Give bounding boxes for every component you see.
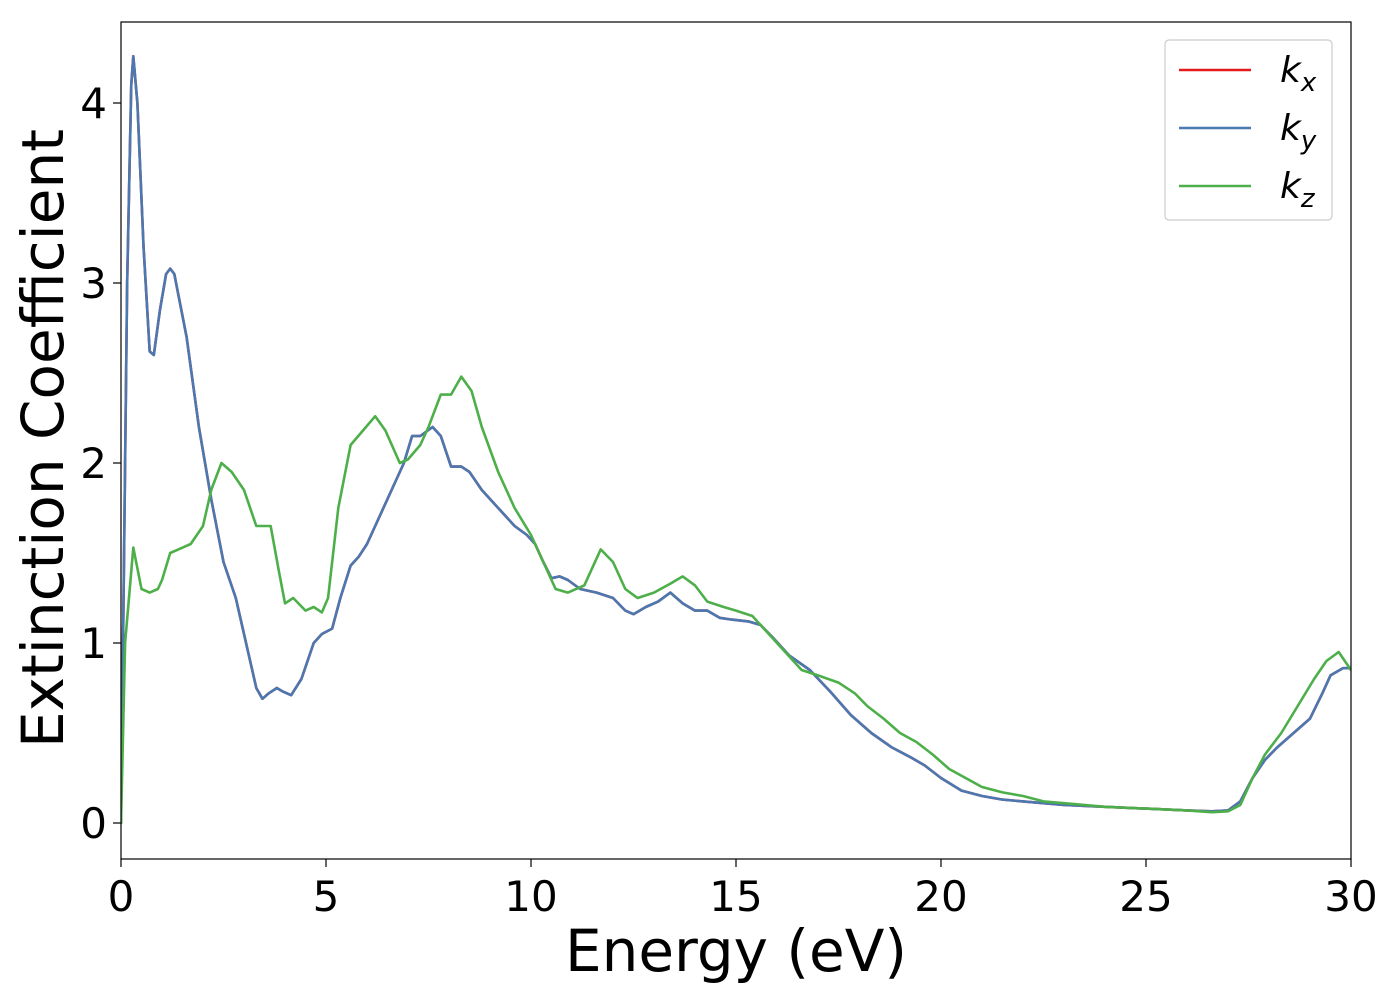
x-tick-label: 15 [709,872,762,921]
legend: kx ky kz [1164,39,1333,221]
x-axis: 0 5 10 15 20 25 30 [108,859,1378,921]
x-tick-label: 10 [504,872,557,921]
x-tick-label: 30 [1324,872,1377,921]
y-axis-title: Extinction Coefficient [9,129,77,748]
x-tick-label: 0 [108,872,135,921]
x-tick-label: 5 [313,872,340,921]
y-axis: 0 1 2 3 4 [80,79,121,848]
y-tick-label: 1 [80,619,107,668]
y-tick-label: 3 [80,259,107,308]
legend-label-k-x: kx [1280,50,1317,98]
series-layer [121,54,1351,825]
y-tick-label: 4 [80,79,107,128]
legend-box [1164,39,1333,221]
x-tick-label: 20 [914,872,967,921]
series-line-k-z [121,375,1351,825]
y-tick-label: 0 [80,799,107,848]
x-tick-label: 25 [1119,872,1172,921]
y-tick-label: 2 [80,439,107,488]
legend-label-k-y: ky [1280,108,1317,156]
x-axis-title: Energy (eV) [565,917,907,985]
legend-label-k-z: kz [1280,166,1316,214]
